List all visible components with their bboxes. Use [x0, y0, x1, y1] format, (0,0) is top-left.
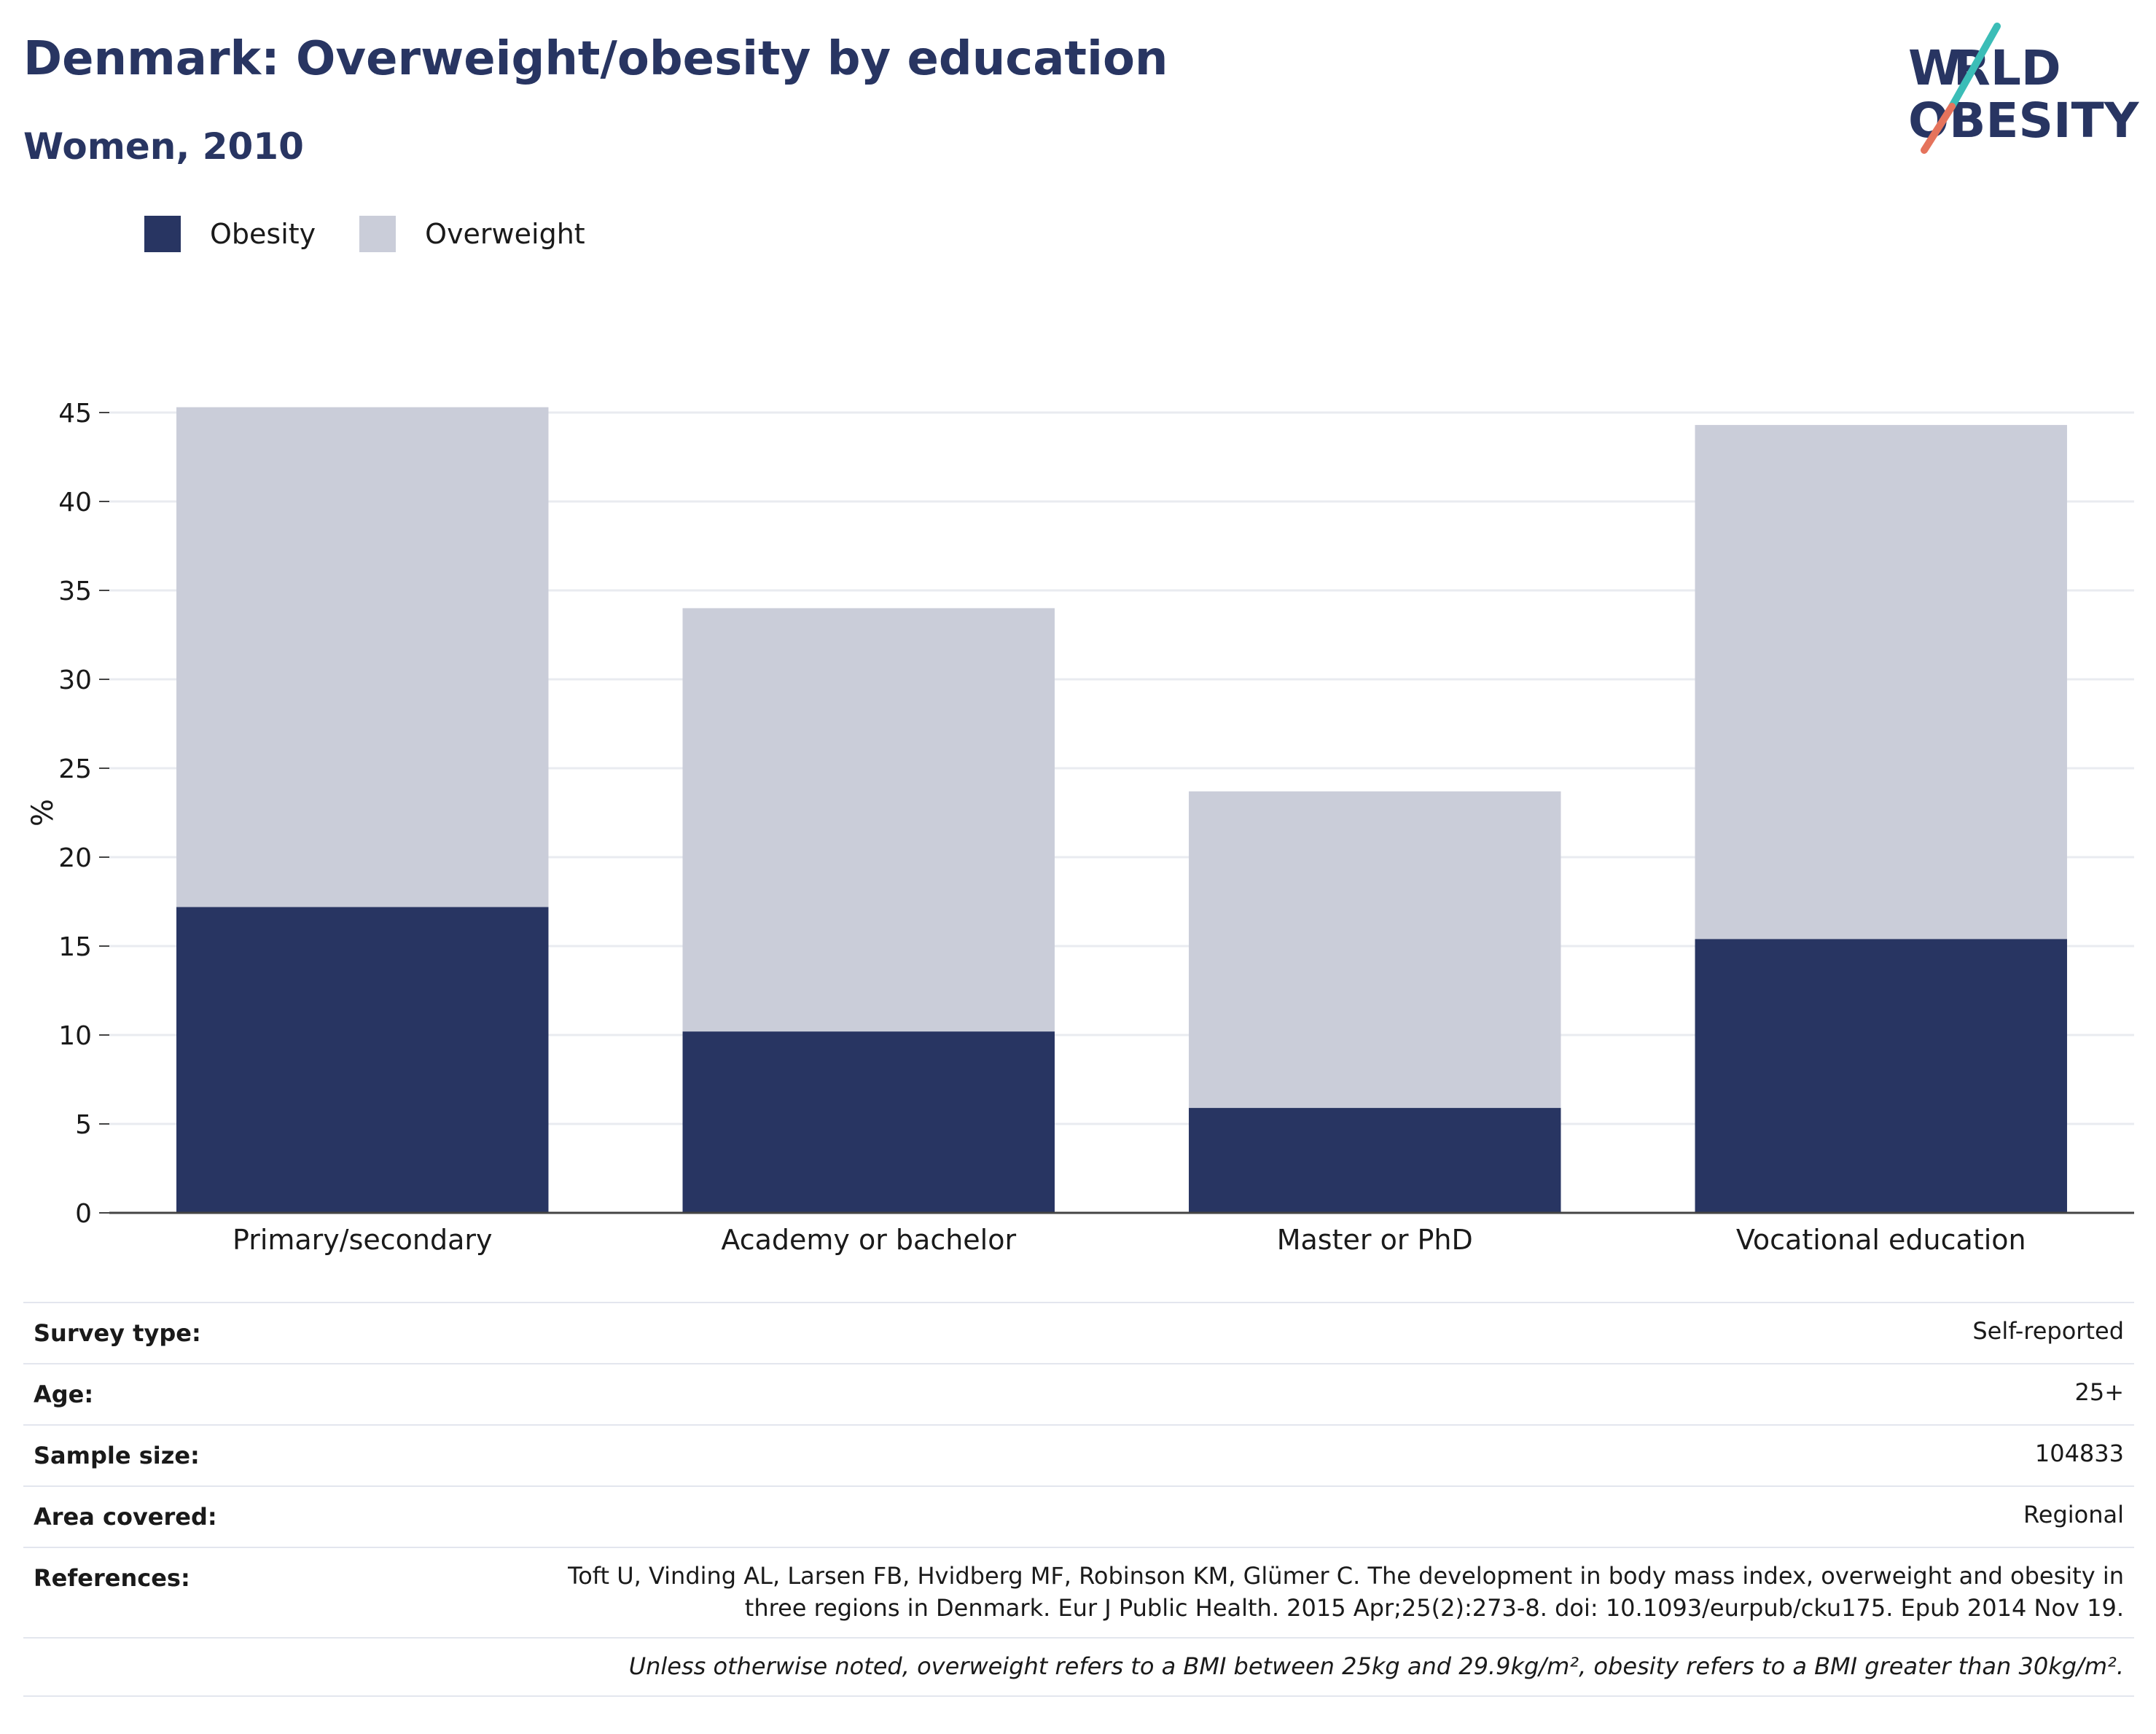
info-key: Age: [34, 1380, 94, 1408]
y-tick-label: 40 [58, 488, 92, 518]
info-key: Survey type: [34, 1319, 201, 1347]
info-value: Regional [2023, 1501, 2124, 1528]
chart-subtitle: Women, 2010 [23, 125, 304, 168]
y-tick-label: 45 [58, 399, 92, 429]
info-row-sample-size: Sample size: 104833 [23, 1424, 2134, 1485]
info-value: Self-reported [1972, 1317, 2124, 1345]
stacked-bar-chart: 0 5 10 15 20 25 30 35 40 45% Primary/secondary Acad… [26, 399, 2134, 1256]
bar-overweight-2 [682, 608, 1055, 1032]
bar-overweight-1 [176, 407, 549, 907]
references-line-2: three regions in Denmark. Eur J Public H… [744, 1594, 2124, 1622]
info-value: 25+ [2074, 1378, 2124, 1406]
references-text: Toft U, Vinding AL, Larsen FB, Hvidberg … [568, 1560, 2124, 1624]
y-tick-label: 10 [58, 1021, 92, 1051]
info-key: References: [34, 1564, 190, 1592]
legend-swatch-overweight [359, 216, 397, 252]
y-axis-label: % [26, 799, 60, 827]
x-tick-label: Academy or bachelor [721, 1224, 1016, 1256]
y-tick-label: 15 [58, 932, 92, 962]
svg-text:W: W [1908, 40, 1961, 96]
y-tick-label: 5 [75, 1110, 92, 1140]
bar-obesity-2 [682, 1031, 1055, 1213]
bar-overweight-3 [1189, 791, 1561, 1109]
info-key: Sample size: [34, 1442, 200, 1469]
info-row-note: Unless otherwise noted, overweight refer… [23, 1637, 2134, 1697]
legend-label-obesity: Obesity [210, 218, 316, 250]
chart-legend: Obesity Overweight [144, 216, 629, 252]
info-value: 104833 [2034, 1440, 2124, 1467]
y-tick-label: 30 [58, 665, 92, 695]
x-tick-label: Primary/secondary [233, 1224, 493, 1256]
info-row-area-covered: Area covered: Regional [23, 1485, 2134, 1547]
info-row-survey-type: Survey type: Self-reported [23, 1302, 2134, 1363]
chart-title: Denmark: Overweight/obesity by education [23, 32, 1168, 86]
references-line-1: Toft U, Vinding AL, Larsen FB, Hvidberg … [568, 1562, 2124, 1590]
bmi-definition-note: Unless otherwise noted, overweight refer… [628, 1652, 2124, 1680]
y-tick-label: 20 [58, 843, 92, 873]
y-tick-label: 0 [75, 1199, 92, 1229]
y-tick-label: 25 [58, 754, 92, 784]
bar-obesity-3 [1189, 1108, 1561, 1213]
legend-item-obesity[interactable]: Obesity [144, 216, 316, 252]
info-key: Area covered: [34, 1503, 217, 1531]
x-tick-label: Master or PhD [1277, 1224, 1473, 1256]
y-tick-label: 35 [58, 577, 92, 606]
legend-swatch-obesity [144, 216, 181, 252]
world-obesity-logo: W RLD OBESITY [1895, 20, 2143, 159]
legend-label-overweight: Overweight [425, 218, 585, 250]
bar-obesity-4 [1695, 939, 2067, 1213]
info-row-references: References: Toft U, Vinding AL, Larsen F… [23, 1547, 2134, 1637]
bar-overweight-4 [1695, 425, 2067, 940]
bar-obesity-1 [176, 907, 549, 1213]
info-row-age: Age: 25+ [23, 1363, 2134, 1424]
legend-item-overweight[interactable]: Overweight [359, 216, 585, 252]
x-tick-label: Vocational education [1736, 1224, 2026, 1256]
survey-info-table: Survey type: Self-reported Age: 25+ Samp… [23, 1302, 2134, 1697]
